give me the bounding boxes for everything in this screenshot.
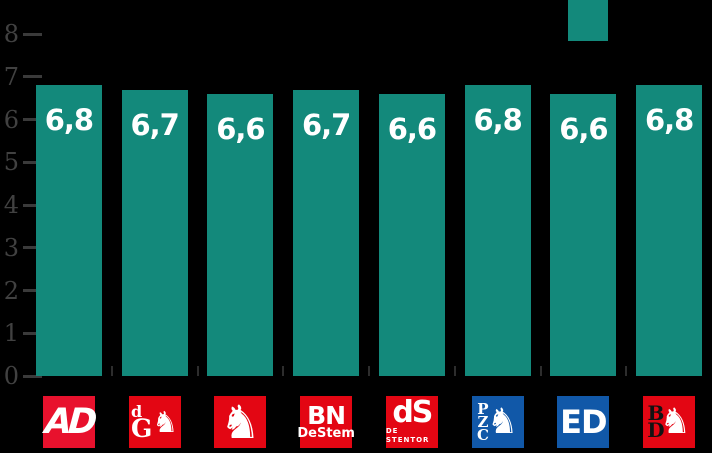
bar-value-label: 6,8 xyxy=(473,103,522,138)
logo-bd: B D ♞ xyxy=(643,396,696,448)
bar-value-label: 6,8 xyxy=(44,103,94,138)
x-axis-tick xyxy=(453,366,456,376)
y-axis-label: 7 xyxy=(3,62,19,91)
logo-pzc: P Z C ♞ xyxy=(471,396,524,448)
y-axis-tick xyxy=(23,203,42,207)
y-axis-label: 3 xyxy=(3,233,19,262)
x-axis-tick xyxy=(539,366,542,376)
y-axis-tick xyxy=(23,75,42,79)
logo-bn: BN DeStem xyxy=(297,396,355,448)
bar-value-label: 6,6 xyxy=(387,111,437,146)
logo-text: P xyxy=(477,399,489,418)
logo-text: DE STENTOR xyxy=(385,427,430,444)
bar[interactable]: 6,7 xyxy=(121,89,188,376)
y-axis-label: 6 xyxy=(3,105,19,134)
lion-icon: ♞ xyxy=(659,401,691,442)
bar[interactable]: 6,8 xyxy=(464,85,531,376)
bar-value-label: 6,7 xyxy=(301,107,351,142)
y-axis-label: 2 xyxy=(3,276,19,305)
y-axis-tick xyxy=(23,160,42,164)
horse-icon: ♞ xyxy=(219,395,261,449)
logo-text: D xyxy=(647,418,665,442)
y-axis-label: 0 xyxy=(3,362,19,390)
x-axis-tick xyxy=(625,366,628,376)
bar[interactable]: 6,8 xyxy=(35,85,102,376)
logo-text: ED xyxy=(560,403,607,441)
logo-text: Z xyxy=(477,412,489,431)
lion-icon: ♞ xyxy=(152,404,179,439)
x-axis-tick xyxy=(110,366,113,376)
y-axis-label: 5 xyxy=(3,148,19,177)
lion-icon: ♞ xyxy=(486,401,519,442)
y-axis-tick xyxy=(23,289,42,292)
bar-value-label: 6,8 xyxy=(644,103,694,138)
x-axis-tick xyxy=(368,366,370,376)
logo-text: DeStem xyxy=(297,426,355,441)
logo-ad: AD xyxy=(42,396,95,448)
bar-value-label: 6,6 xyxy=(559,111,608,146)
x-axis-tick xyxy=(282,366,285,376)
y-axis-tick xyxy=(23,331,42,335)
logo-text: BN xyxy=(307,401,346,430)
y-axis-tick xyxy=(23,118,42,121)
logo-dg: d G ♞ xyxy=(128,396,181,448)
y-axis-label: 4 xyxy=(3,191,19,219)
logo-text: dS xyxy=(392,395,433,430)
logo-text: G xyxy=(130,413,153,443)
logo-text: B xyxy=(647,401,665,425)
logo-ds: dS DE STENTOR xyxy=(385,395,438,448)
bar[interactable]: 6,6 xyxy=(207,93,274,376)
bar[interactable]: 6,6 xyxy=(550,93,617,376)
bar[interactable]: 6,7 xyxy=(293,89,360,376)
y-axis-tick xyxy=(23,246,42,250)
logo-text: C xyxy=(476,425,489,444)
y-axis-label: 8 xyxy=(3,20,19,48)
logo-text: d xyxy=(130,401,143,421)
bar[interactable]: 6,6 xyxy=(378,93,445,376)
x-axis-tick xyxy=(196,366,199,376)
y-axis-tick xyxy=(23,32,42,36)
logo-ed: ED xyxy=(557,396,610,448)
bar[interactable]: 6,8 xyxy=(636,85,703,376)
y-axis-label: 1 xyxy=(3,319,19,348)
bar-value-label: 6,7 xyxy=(130,107,179,142)
logo-text: AD xyxy=(43,402,95,442)
legend-swatch xyxy=(568,0,608,41)
y-axis-tick xyxy=(23,374,42,378)
logo-tubantia: ♞ xyxy=(214,395,267,449)
bar-value-label: 6,6 xyxy=(216,111,265,146)
